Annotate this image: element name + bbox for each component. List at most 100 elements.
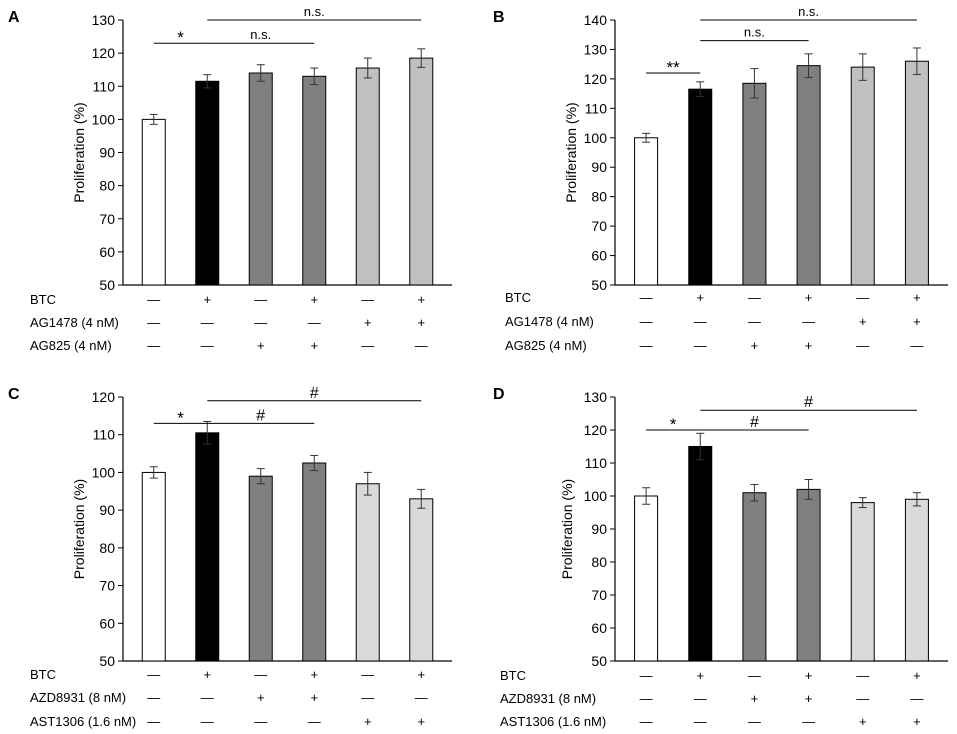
significance-label: * (177, 408, 184, 427)
panel-letter: C (8, 386, 20, 403)
treatment-symbol: — (856, 338, 869, 353)
panel-b: B 50 60 70 80 90 100 110 120 130 140 Proliferation … (493, 4, 948, 353)
y-tick-label: 90 (99, 145, 115, 161)
treatment-symbol: — (254, 714, 267, 729)
treatment-symbol: + (364, 315, 372, 330)
significance-label: # (310, 385, 319, 402)
treatment-symbol: — (147, 315, 160, 330)
treatment-symbol: + (310, 292, 318, 307)
treatment-symbol: + (805, 290, 813, 305)
treatment-symbol: — (415, 338, 428, 353)
panel-c: C 50 60 70 80 90 100 110 120 Proliferation (%) * # #… (8, 385, 452, 729)
treatment-symbol: + (257, 338, 265, 353)
treatment-label: AG1478 (4 nM) (505, 314, 594, 329)
bar (355, 483, 380, 662)
treatment-symbol: — (201, 690, 214, 705)
panel-d: D 50 60 70 80 90 100 110 120 130 Proliferation (%)… (493, 386, 948, 729)
y-tick-label: 90 (99, 502, 115, 518)
treatment-symbol: + (751, 338, 759, 353)
bar (688, 88, 713, 286)
y-tick-label: 110 (93, 427, 116, 443)
bar (796, 65, 821, 286)
treatment-symbol: — (147, 667, 160, 682)
treatment-symbol: — (640, 714, 653, 729)
treatment-symbol: — (910, 691, 923, 706)
bar (302, 462, 327, 662)
treatment-symbol: — (748, 714, 761, 729)
treatment-symbol: + (805, 668, 813, 683)
y-tick-label: 70 (99, 211, 115, 227)
treatment-symbol: + (805, 691, 813, 706)
y-tick-label: 100 (584, 130, 608, 146)
treatment-symbol: — (361, 338, 374, 353)
treatment-symbol: — (748, 668, 761, 683)
treatment-symbol: — (254, 667, 267, 682)
y-tick-label: 50 (591, 653, 607, 669)
significance-label: * (177, 28, 184, 47)
significance-label: # (256, 407, 265, 424)
y-tick-label: 110 (585, 100, 608, 116)
y-tick-label: 120 (92, 389, 116, 405)
y-tick-label: 60 (591, 248, 607, 264)
treatment-symbol: — (640, 691, 653, 706)
treatment-symbol: + (364, 714, 372, 729)
treatment-label: AST1306 (1.6 nM) (30, 714, 136, 729)
treatment-label: AZD8931 (8 nM) (500, 691, 596, 706)
treatment-symbol: + (257, 690, 265, 705)
treatment-symbol: — (856, 691, 869, 706)
significance-label: * (670, 415, 677, 434)
y-tick-label: 110 (93, 78, 116, 94)
y-tick-label: 50 (591, 277, 607, 293)
treatment-symbol: — (694, 691, 707, 706)
treatment-symbol: — (147, 338, 160, 353)
significance-label: # (804, 394, 813, 411)
bar (141, 118, 166, 286)
treatment-label: AG1478 (4 nM) (30, 315, 119, 330)
treatment-symbol: — (254, 315, 267, 330)
bar (355, 67, 380, 286)
bar (742, 82, 767, 286)
bar (195, 80, 220, 286)
y-tick-label: 130 (92, 12, 116, 28)
treatment-symbol: — (640, 668, 653, 683)
treatment-symbol: + (203, 292, 211, 307)
significance-label: n.s. (250, 27, 271, 42)
treatment-symbol: + (310, 338, 318, 353)
bar (796, 488, 821, 662)
y-tick-label: 90 (591, 521, 607, 537)
y-tick-label: 100 (92, 111, 116, 127)
y-axis-label: Proliferation (%) (563, 102, 579, 202)
treatment-label: BTC (500, 668, 526, 683)
y-tick-label: 120 (584, 422, 608, 438)
significance-label: n.s. (304, 4, 325, 19)
treatment-symbol: — (694, 338, 707, 353)
treatment-symbol: — (640, 314, 653, 329)
treatment-symbol: + (417, 714, 425, 729)
panel-a: A 50 60 70 80 90 100 110 120 130 Proliferation (%)… (8, 4, 452, 353)
y-tick-label: 80 (591, 554, 607, 570)
bar (904, 498, 929, 662)
y-axis-label: Proliferation (%) (71, 479, 87, 579)
y-tick-label: 120 (92, 45, 116, 61)
bar (248, 72, 273, 286)
treatment-symbol: + (310, 667, 318, 682)
y-tick-label: 130 (584, 389, 608, 405)
treatment-symbol: — (640, 338, 653, 353)
y-tick-label: 60 (99, 615, 115, 631)
y-tick-label: 100 (584, 488, 608, 504)
y-tick-label: 60 (99, 244, 115, 260)
treatment-label: AG825 (4 nM) (30, 338, 112, 353)
treatment-symbol: + (417, 292, 425, 307)
y-axis-label: Proliferation (%) (71, 102, 87, 202)
treatment-symbol: — (856, 290, 869, 305)
bar (688, 446, 713, 662)
bar (409, 498, 434, 662)
treatment-symbol: — (201, 338, 214, 353)
bar (141, 471, 166, 662)
significance-label: ** (667, 58, 681, 77)
treatment-symbol: — (201, 714, 214, 729)
treatment-symbol: — (694, 714, 707, 729)
bar (634, 137, 659, 286)
treatment-symbol: — (308, 315, 321, 330)
treatment-symbol: + (751, 691, 759, 706)
